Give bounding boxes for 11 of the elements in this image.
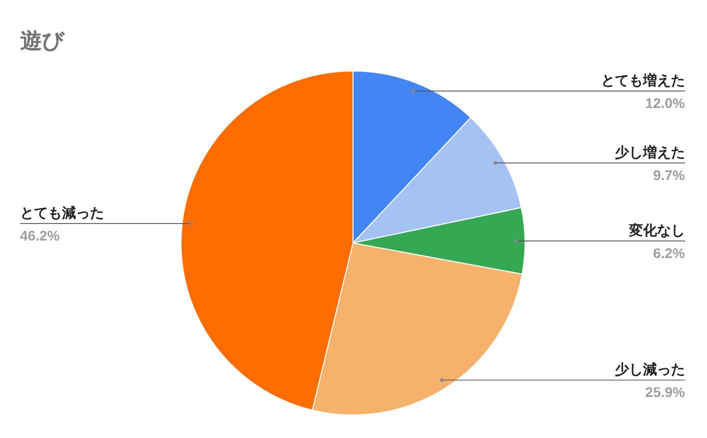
slice-label: 少し減った bbox=[615, 361, 685, 378]
data-label: 46.2% bbox=[20, 228, 60, 244]
data-label: 6.2% bbox=[653, 244, 686, 261]
chart-title: 遊び bbox=[20, 28, 65, 53]
data-label: 25.9% bbox=[645, 384, 686, 400]
slice-label: 少し増えた bbox=[615, 144, 685, 160]
data-label: 12.0% bbox=[645, 95, 686, 112]
slice-label: とても増えた bbox=[601, 72, 685, 88]
slice-label: とても減った bbox=[20, 204, 104, 221]
data-label: 9.7% bbox=[653, 166, 686, 183]
slice-label: 変化なし bbox=[628, 222, 685, 238]
